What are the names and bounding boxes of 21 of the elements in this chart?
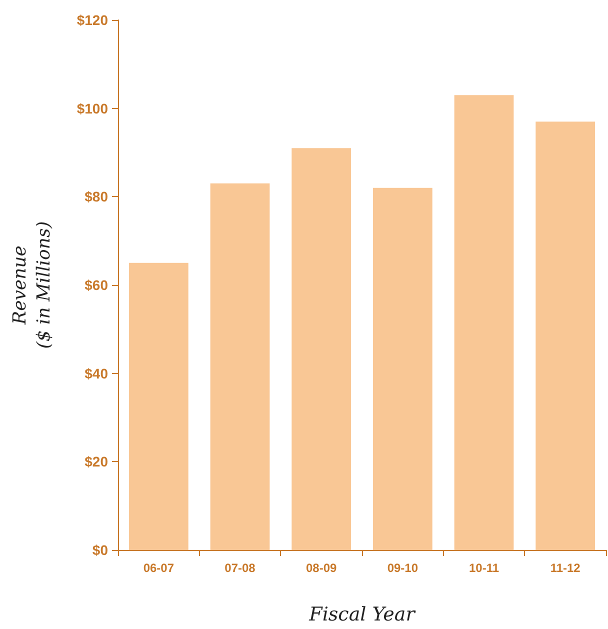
x-tick-label: 09-10 [387,561,418,575]
bar [454,95,514,550]
x-tick-label: 10-11 [468,561,500,575]
y-tick-label: $120 [76,12,108,28]
x-tick-label: 06-07 [143,561,174,575]
y-tick-label: $0 [92,542,108,558]
y-tick-label: $100 [76,100,108,116]
bar [372,188,432,550]
y-tick-label: $40 [84,365,108,382]
bar [536,122,596,550]
bar [292,148,352,550]
bar [210,183,270,550]
y-tick-label: $60 [84,277,108,293]
y-tick-label: $20 [84,454,108,470]
y-tick-label: $80 [84,188,108,205]
x-tick-label: 11-12 [550,561,581,575]
y-axis-title: Revenue ($ in Millions) [10,221,54,349]
x-tick-label: 07-08 [224,561,256,575]
x-axis-title: Fiscal Year [308,604,417,626]
x-tick-label: 08-09 [306,561,337,575]
bar [128,262,188,550]
